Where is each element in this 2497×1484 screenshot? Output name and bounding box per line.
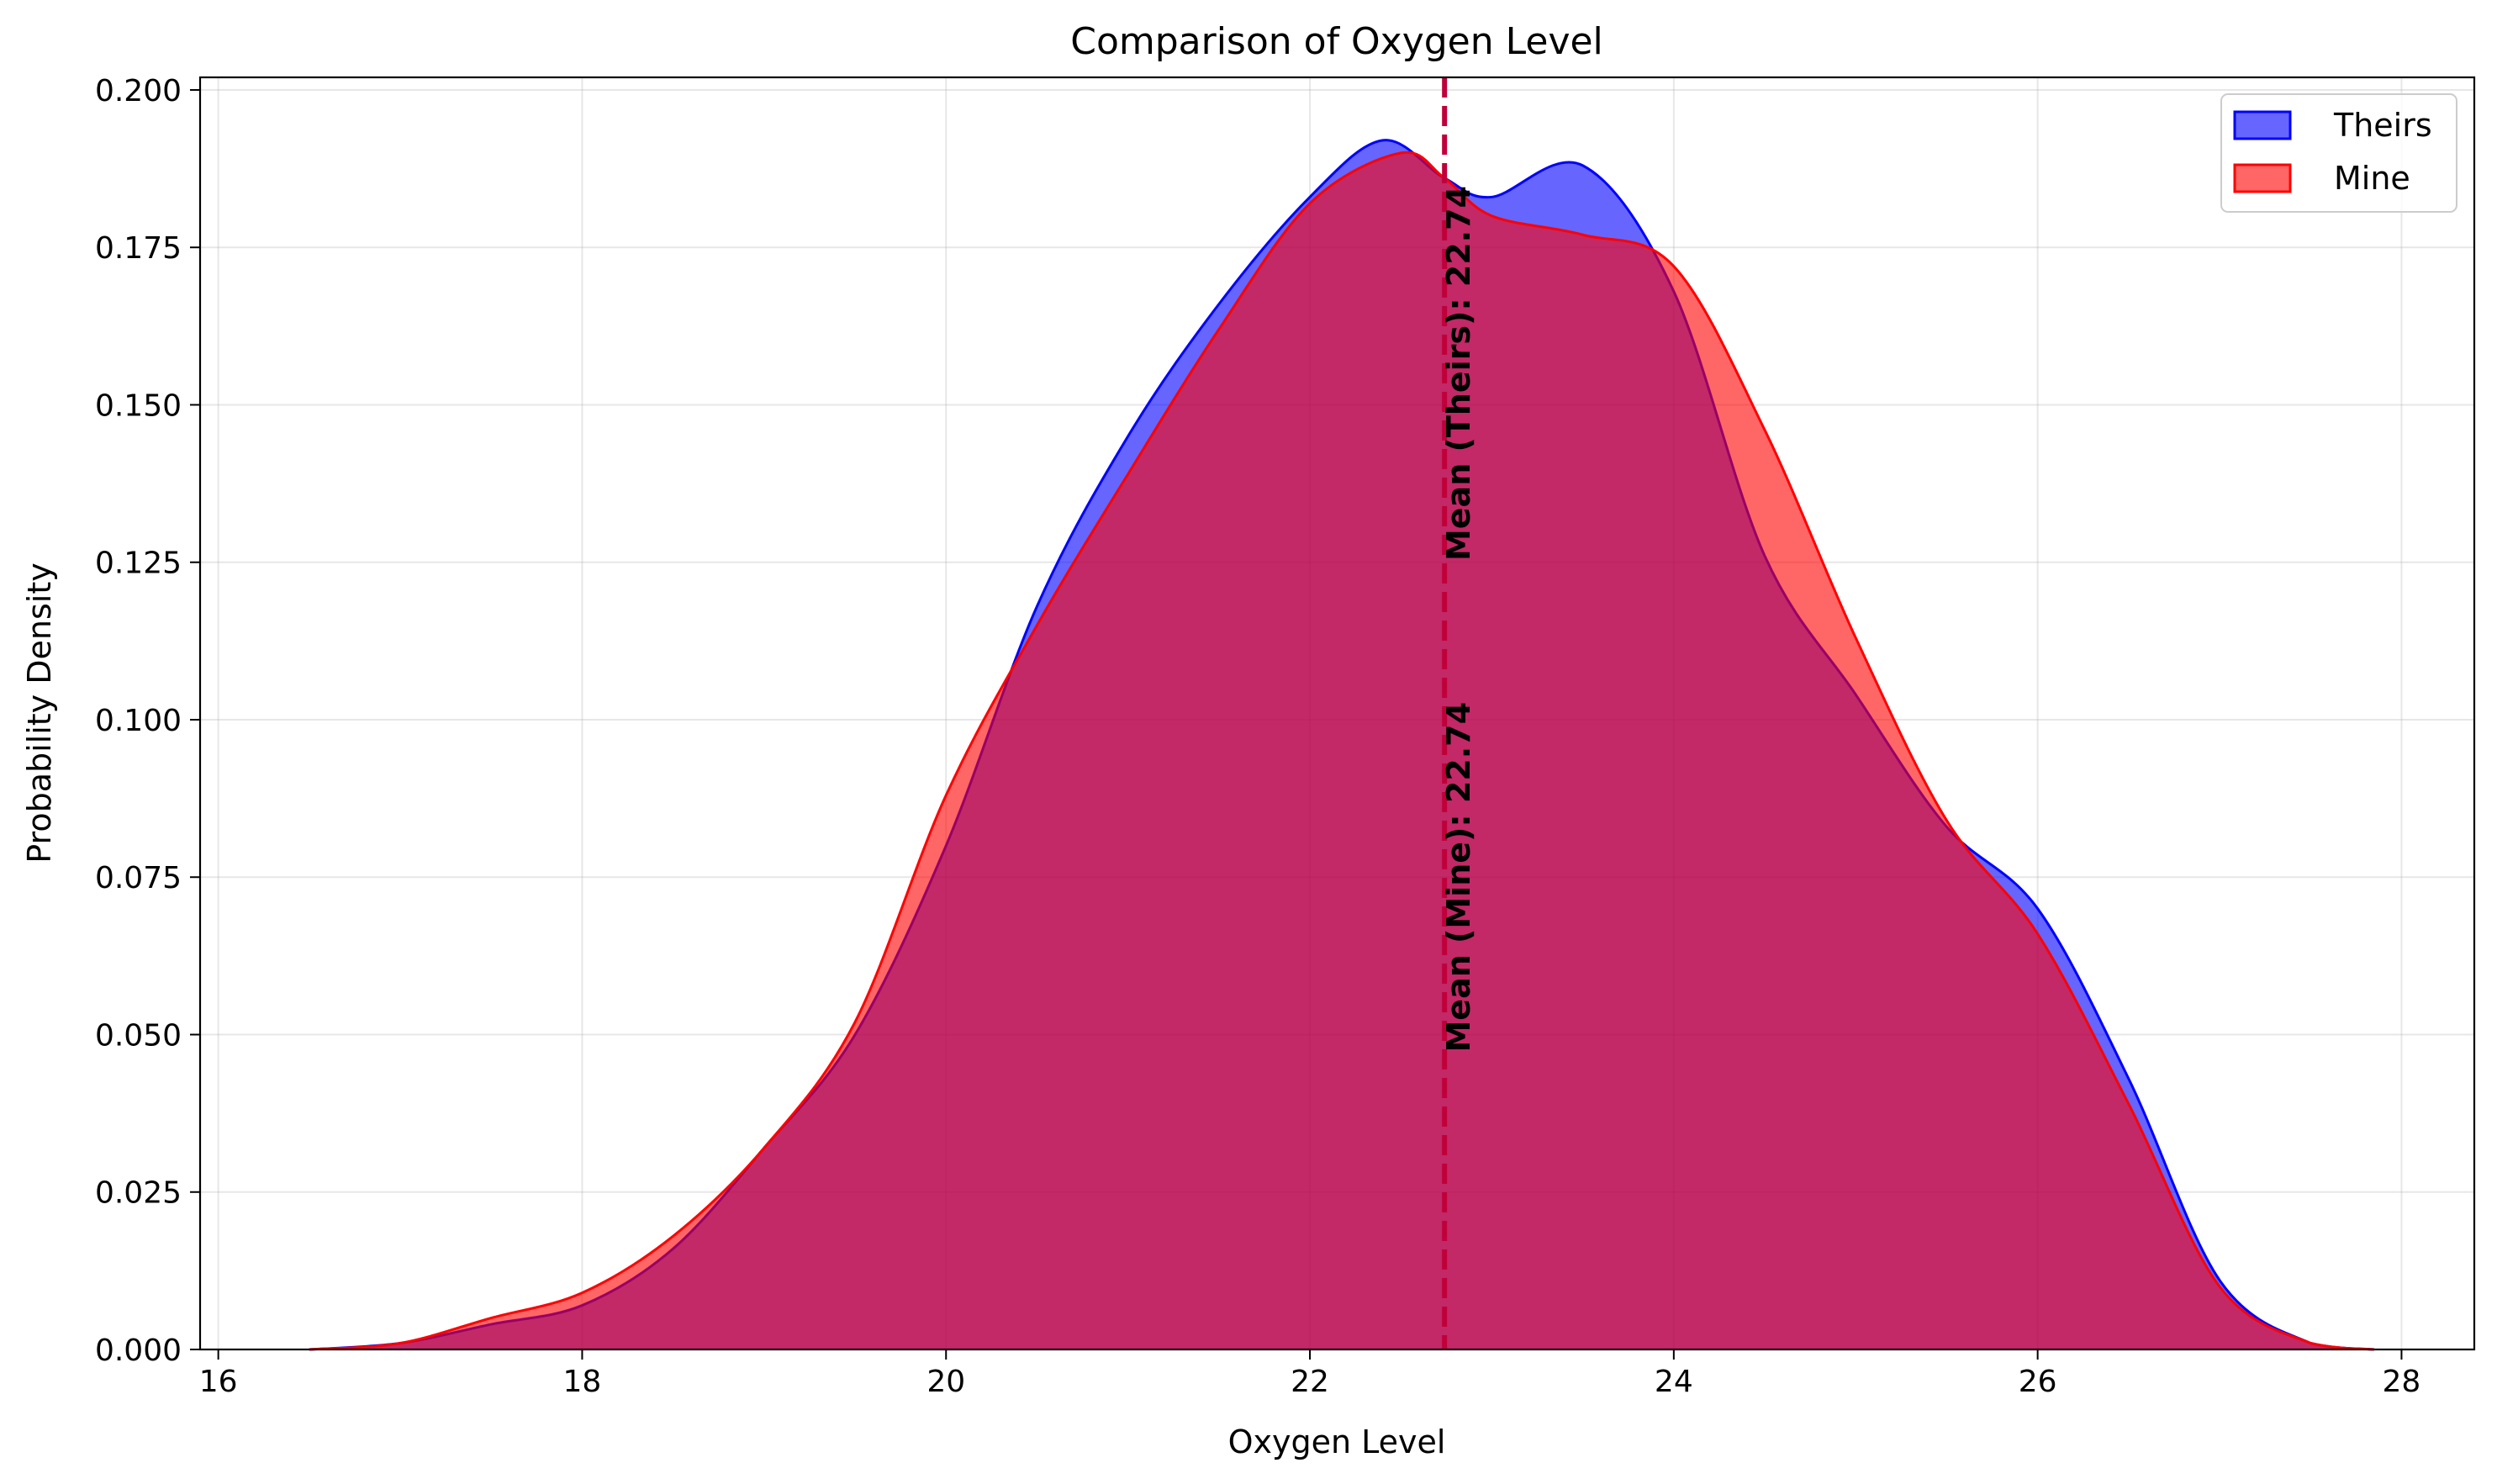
x-tick-label: 20 bbox=[926, 1365, 965, 1399]
y-tick-label: 0.150 bbox=[95, 388, 182, 423]
x-tick-label: 16 bbox=[199, 1365, 238, 1399]
y-tick-label: 0.075 bbox=[95, 861, 182, 895]
y-tick-label: 0.125 bbox=[95, 547, 182, 581]
y-tick-label: 0.200 bbox=[95, 74, 182, 108]
mean-lines: Mean (Theirs): 22.74 Mean (Mine): 22.74 bbox=[1440, 77, 1477, 1349]
legend-swatch-mine bbox=[2233, 163, 2292, 193]
density-line-mine bbox=[309, 151, 2375, 1351]
axis-ticks: 16 18 20 22 24 26 28 0.000 0.025 0.050 0.075 0.100 0… bbox=[95, 74, 2420, 1399]
chart-title: Comparison of Oxygen Level bbox=[1070, 20, 1603, 63]
y-tick-label: 0.000 bbox=[95, 1333, 182, 1368]
y-tick-label: 0.025 bbox=[95, 1176, 182, 1211]
plot-frame bbox=[198, 76, 2476, 1351]
y-tick-label: 0.175 bbox=[95, 231, 182, 266]
x-tick-label: 18 bbox=[563, 1365, 602, 1399]
legend-swatch-theirs bbox=[2233, 110, 2292, 140]
x-tick-label: 28 bbox=[2383, 1365, 2421, 1399]
y-tick-label: 0.050 bbox=[95, 1018, 182, 1053]
mean-annotation-mine: Mean (Mine): 22.74 bbox=[1440, 702, 1477, 1053]
legend-label-mine: Mine bbox=[2334, 160, 2410, 197]
y-tick-label: 0.100 bbox=[95, 704, 182, 738]
legend-label-theirs: Theirs bbox=[2333, 107, 2432, 144]
density-areas bbox=[309, 139, 2375, 1351]
x-axis-label: Oxygen Level bbox=[1228, 1423, 1446, 1460]
area-fill-mine bbox=[309, 152, 2374, 1350]
legend: Theirs Mine bbox=[2220, 93, 2457, 213]
y-axis-label: Probability Density bbox=[21, 562, 58, 863]
mean-annotation-theirs: Mean (Theirs): 22.74 bbox=[1440, 186, 1477, 561]
x-tick-label: 24 bbox=[1655, 1365, 1693, 1399]
x-tick-label: 26 bbox=[2019, 1365, 2057, 1399]
x-tick-label: 22 bbox=[1291, 1365, 1329, 1399]
